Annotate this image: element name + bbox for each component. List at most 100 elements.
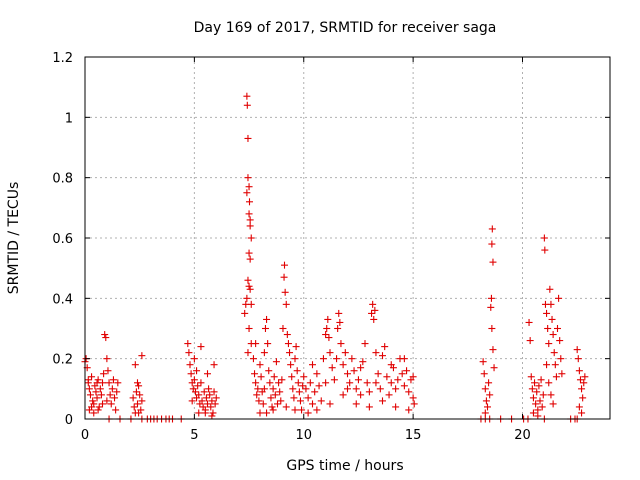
- x-axis-label: GPS time / hours: [286, 458, 403, 474]
- data-point: [138, 352, 146, 360]
- data-point: [379, 397, 386, 405]
- data-point: [190, 355, 198, 363]
- data-point: [306, 379, 314, 387]
- data-point: [206, 391, 214, 399]
- data-point: [535, 382, 543, 390]
- data-point: [487, 294, 495, 302]
- data-point: [485, 379, 493, 387]
- x-ticks: 0 5 10 15 20: [81, 57, 531, 443]
- data-point: [261, 325, 269, 332]
- data-point: [482, 397, 490, 405]
- data-point: [335, 309, 343, 317]
- data-point: [400, 355, 408, 363]
- data-point: [263, 315, 271, 323]
- data-point: [295, 388, 303, 396]
- data-point: [352, 400, 360, 408]
- data-point: [265, 367, 273, 375]
- y-tick-label: 1: [65, 111, 73, 126]
- data-point: [191, 388, 199, 396]
- data-point: [544, 325, 552, 332]
- data-point: [541, 246, 549, 254]
- data-point: [532, 400, 540, 408]
- data-point: [392, 385, 400, 393]
- x-tick-label: 0: [81, 428, 89, 443]
- data-point: [279, 325, 287, 332]
- y-ticks: 0 0.2 0.4 0.6 0.8 1 1.2: [52, 51, 610, 428]
- data-point: [549, 400, 557, 408]
- data-point: [246, 216, 254, 224]
- data-point: [280, 273, 288, 281]
- data-point: [575, 403, 583, 411]
- data-point: [108, 385, 116, 393]
- data-point: [326, 349, 334, 357]
- data-point: [328, 364, 336, 372]
- data-point: [208, 412, 216, 420]
- data-point: [529, 409, 537, 417]
- data-point: [244, 349, 252, 357]
- data-point: [138, 397, 146, 405]
- data-point: [135, 409, 143, 417]
- data-point: [267, 394, 275, 402]
- y-tick-label: 0.6: [52, 232, 73, 247]
- data-point: [100, 370, 108, 378]
- data-point: [244, 134, 252, 142]
- data-point: [538, 403, 546, 411]
- data-point: [400, 382, 408, 390]
- data-point: [529, 394, 537, 402]
- y-axis-label: SRMTID / TECUs: [6, 182, 22, 295]
- data-point: [270, 373, 278, 381]
- data-point: [534, 412, 542, 420]
- data-point: [348, 355, 356, 363]
- data-point: [387, 379, 395, 387]
- data-point: [545, 340, 553, 348]
- data-point: [363, 379, 371, 387]
- data-point: [546, 285, 554, 293]
- data-point: [95, 403, 103, 411]
- data-point: [376, 385, 384, 393]
- data-point: [246, 198, 253, 206]
- data-point: [94, 406, 102, 414]
- data-point: [557, 355, 565, 363]
- data-point: [102, 334, 110, 342]
- data-point: [579, 394, 587, 402]
- data-point: [481, 385, 489, 393]
- data-point: [540, 234, 548, 242]
- data-point: [197, 379, 205, 387]
- data-point: [113, 388, 121, 396]
- data-point: [573, 346, 581, 354]
- data-point: [269, 385, 277, 393]
- data-point: [86, 391, 94, 399]
- data-point: [543, 361, 551, 369]
- data-point: [109, 376, 117, 384]
- y-tick-label: 0.2: [52, 353, 73, 368]
- data-point: [130, 403, 138, 411]
- data-point: [309, 400, 316, 408]
- data-point: [243, 92, 251, 100]
- data-point: [359, 358, 367, 366]
- data-point: [90, 409, 98, 417]
- data-point: [288, 373, 296, 381]
- data-point: [385, 391, 393, 399]
- data-point: [531, 379, 539, 387]
- data-point: [298, 406, 306, 414]
- data-point: [247, 234, 255, 242]
- data-point: [114, 379, 122, 387]
- data-point: [243, 101, 251, 109]
- data-point: [195, 391, 203, 399]
- data-point: [107, 400, 115, 408]
- data-point: [186, 361, 194, 369]
- data-point: [556, 337, 564, 345]
- data-point: [241, 309, 249, 317]
- data-point: [249, 355, 257, 363]
- data-point: [207, 403, 215, 411]
- data-point: [372, 379, 380, 387]
- data-point: [311, 388, 319, 396]
- data-point: [283, 331, 291, 339]
- data-point: [289, 385, 297, 393]
- data-point: [344, 370, 351, 378]
- data-point: [481, 409, 489, 417]
- data-point: [256, 361, 264, 369]
- data-point: [319, 355, 327, 363]
- data-point: [403, 367, 411, 375]
- data-point: [322, 331, 330, 339]
